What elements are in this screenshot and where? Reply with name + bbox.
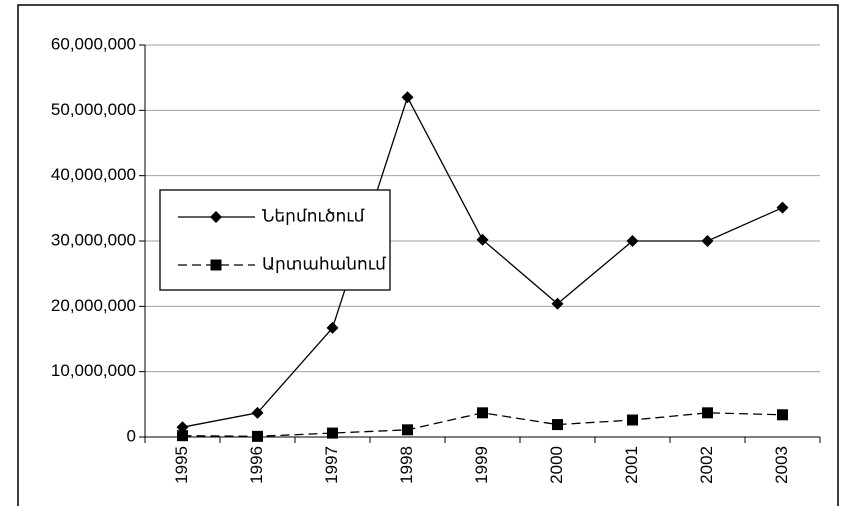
marker <box>476 233 489 246</box>
x-tick-label: 1998 <box>397 446 416 484</box>
y-tick-label: 0 <box>127 426 136 445</box>
marker <box>702 407 713 419</box>
marker <box>552 419 563 431</box>
marker <box>701 235 714 247</box>
marker <box>327 427 338 439</box>
x-tick-label: 2002 <box>697 446 716 484</box>
marker <box>401 91 414 104</box>
x-tick-label: 1997 <box>322 446 341 484</box>
marker <box>402 424 413 436</box>
marker <box>177 430 188 442</box>
y-tick-label: 20,000,000 <box>51 296 136 315</box>
y-tick-label: 60,000,000 <box>51 34 136 53</box>
x-tick-label: 1996 <box>247 446 266 484</box>
marker <box>477 407 488 419</box>
marker <box>551 297 564 310</box>
legend-marker <box>210 259 222 271</box>
marker <box>627 414 638 426</box>
marker <box>777 409 788 421</box>
legend-box <box>159 189 391 291</box>
legend-label: Արտահանում <box>262 254 386 273</box>
marker <box>251 406 264 419</box>
y-tick-label: 30,000,000 <box>51 230 136 249</box>
y-tick-label: 10,000,000 <box>51 361 136 380</box>
legend-label: Ներմուծում <box>262 206 365 225</box>
x-tick-label: 1995 <box>172 446 191 484</box>
x-tick-label: 2000 <box>547 446 566 484</box>
x-tick-label: 1999 <box>472 446 491 484</box>
legend-marker <box>210 211 222 223</box>
y-tick-label: 40,000,000 <box>51 165 136 184</box>
y-tick-label: 50,000,000 <box>51 100 136 119</box>
x-tick-label: 2003 <box>772 446 791 484</box>
marker <box>252 430 263 442</box>
x-tick-label: 2001 <box>622 446 641 484</box>
marker <box>326 321 339 334</box>
chart-frame <box>17 4 839 506</box>
marker <box>626 235 639 247</box>
marker <box>776 201 789 214</box>
